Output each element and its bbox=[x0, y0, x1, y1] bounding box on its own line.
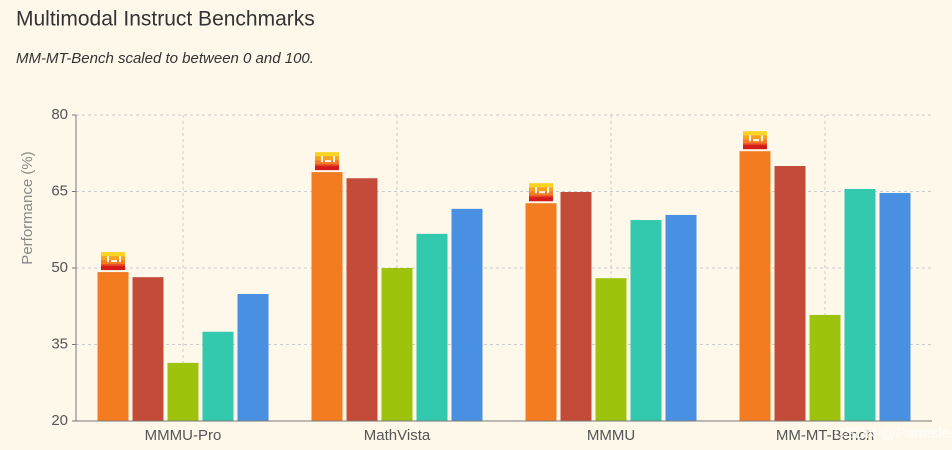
y-tick-label: 80 bbox=[51, 106, 68, 123]
x-tick-label: MathVista bbox=[364, 427, 431, 444]
bar bbox=[416, 233, 448, 421]
bar bbox=[346, 178, 378, 421]
bar bbox=[237, 294, 269, 421]
chart-title: Multimodal Instruct Benchmarks bbox=[16, 8, 315, 31]
bar bbox=[202, 331, 234, 421]
bar bbox=[381, 268, 413, 421]
x-tick-label: MMMU-Pro bbox=[145, 427, 222, 444]
chart-subtitle: MM-MT-Bench scaled to between 0 and 100. bbox=[16, 50, 314, 67]
bar bbox=[595, 278, 627, 421]
bar bbox=[665, 214, 697, 421]
x-tick-label: MM-MT-Bench bbox=[776, 427, 874, 444]
bar bbox=[311, 172, 343, 421]
y-tick-label: 20 bbox=[51, 412, 68, 429]
bar bbox=[132, 277, 164, 421]
y-axis-label: Performance (%) bbox=[19, 151, 36, 264]
logo-icon bbox=[315, 152, 339, 171]
y-tick-label: 50 bbox=[51, 259, 68, 276]
watermark: CSDN @Panesle bbox=[834, 425, 950, 442]
x-tick-label: MMMU bbox=[587, 427, 635, 444]
logo-icon bbox=[529, 183, 553, 202]
bar bbox=[560, 192, 592, 421]
bar bbox=[739, 151, 771, 421]
y-tick-label: 65 bbox=[51, 182, 68, 199]
bar bbox=[167, 362, 199, 421]
y-tick-label: 35 bbox=[51, 335, 68, 352]
bar bbox=[525, 203, 557, 421]
logo-icon bbox=[101, 252, 125, 271]
bar bbox=[809, 314, 841, 421]
bar bbox=[630, 220, 662, 421]
bar bbox=[451, 208, 483, 421]
bar bbox=[97, 272, 129, 421]
bar bbox=[844, 188, 876, 421]
bar bbox=[774, 166, 806, 421]
bar bbox=[879, 193, 911, 421]
logo-icon bbox=[743, 131, 767, 150]
